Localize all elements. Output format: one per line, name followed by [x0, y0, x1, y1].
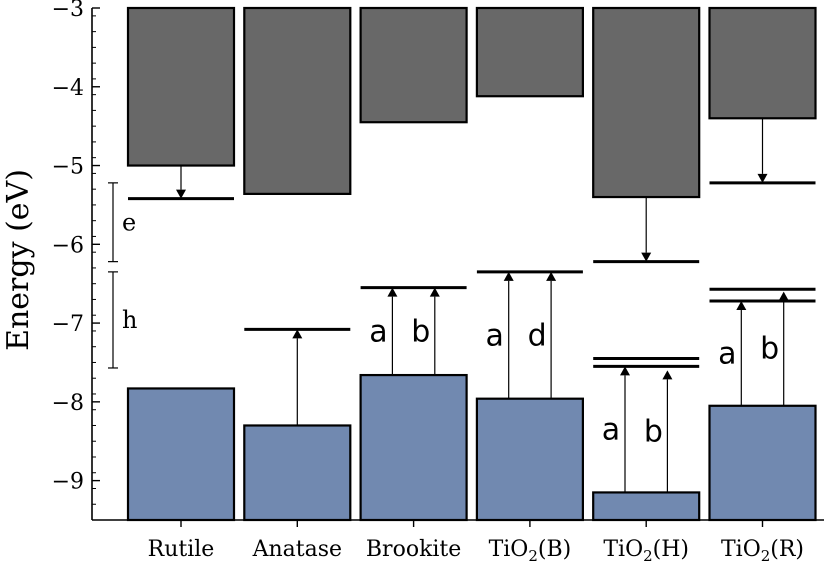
- valence-bar-3: [475, 397, 584, 522]
- y-tick-label: −7: [52, 312, 84, 337]
- valence-bar-4: [592, 491, 701, 522]
- x-tick-label-0: Rutile: [148, 537, 215, 562]
- y-tick-label: −6: [52, 233, 84, 258]
- bracket-label-h: h: [122, 306, 137, 334]
- y-tick-label: −9: [52, 470, 84, 495]
- arrow-label-5: d: [528, 318, 547, 353]
- arrow-head-8: [662, 370, 673, 380]
- valence-bar-1: [243, 424, 352, 522]
- arrow-head-7: [620, 366, 630, 376]
- arrows-layer: a b a da ba b: [176, 118, 789, 493]
- arrow-head-2: [387, 287, 398, 297]
- y-tick-label: −8: [52, 391, 84, 416]
- conduction-bar-4: [592, 6, 701, 199]
- x-axis-labels: Rutile Anatase Brookite TiO2(B) TiO2(H) TiO2(…: [148, 520, 804, 563]
- arrow-head-10: [736, 301, 747, 311]
- x-tick-label-2: Brookite: [366, 537, 461, 562]
- x-tick-label-1: Anatase: [252, 537, 342, 562]
- arrow-head-1: [292, 329, 303, 339]
- x-tick-label-5: TiO2(R): [721, 537, 804, 563]
- y-tick-label: −5: [52, 155, 84, 180]
- arrow-head-5: [546, 271, 557, 281]
- arrow-label-3: b: [411, 314, 430, 349]
- arrow-head-6: [641, 252, 652, 262]
- valence-bar-2: [359, 373, 468, 522]
- arrow-label-11: b: [760, 332, 779, 367]
- arrow-head-9: [757, 173, 768, 183]
- arrow-label-2: a: [369, 314, 387, 349]
- conduction-bar-1: [243, 6, 352, 195]
- y-tick-label: −4: [52, 76, 84, 101]
- arrow-head-0: [176, 189, 186, 199]
- bracket-label-e: e: [122, 208, 136, 236]
- conduction-bar-3: [475, 6, 584, 98]
- y-axis-label: Energy (eV): [1, 169, 36, 351]
- arrow-head-3: [429, 287, 440, 297]
- arrow-head-4: [503, 271, 514, 281]
- arrow-label-10: a: [718, 336, 736, 371]
- x-tick-label-4: TiO2(H): [603, 537, 689, 563]
- conduction-bar-2: [359, 6, 468, 124]
- brackets-layer: eh: [108, 182, 137, 369]
- valence-bar-0: [126, 387, 236, 522]
- arrow-label-7: a: [602, 412, 620, 447]
- levels-layer: [128, 181, 816, 368]
- bars-layer: [126, 6, 817, 522]
- conduction-bar-0: [126, 6, 236, 167]
- arrow-label-4: a: [486, 318, 504, 353]
- arrow-head-11: [778, 291, 789, 301]
- y-axis: −3 −4 −5 −6 −7 −8 −9: [52, 0, 824, 521]
- valence-bar-5: [708, 404, 817, 522]
- y-tick-label: −3: [52, 0, 84, 22]
- arrow-label-8: b: [644, 414, 663, 449]
- conduction-bar-5: [708, 6, 817, 120]
- x-tick-label-3: TiO2(B): [489, 537, 572, 563]
